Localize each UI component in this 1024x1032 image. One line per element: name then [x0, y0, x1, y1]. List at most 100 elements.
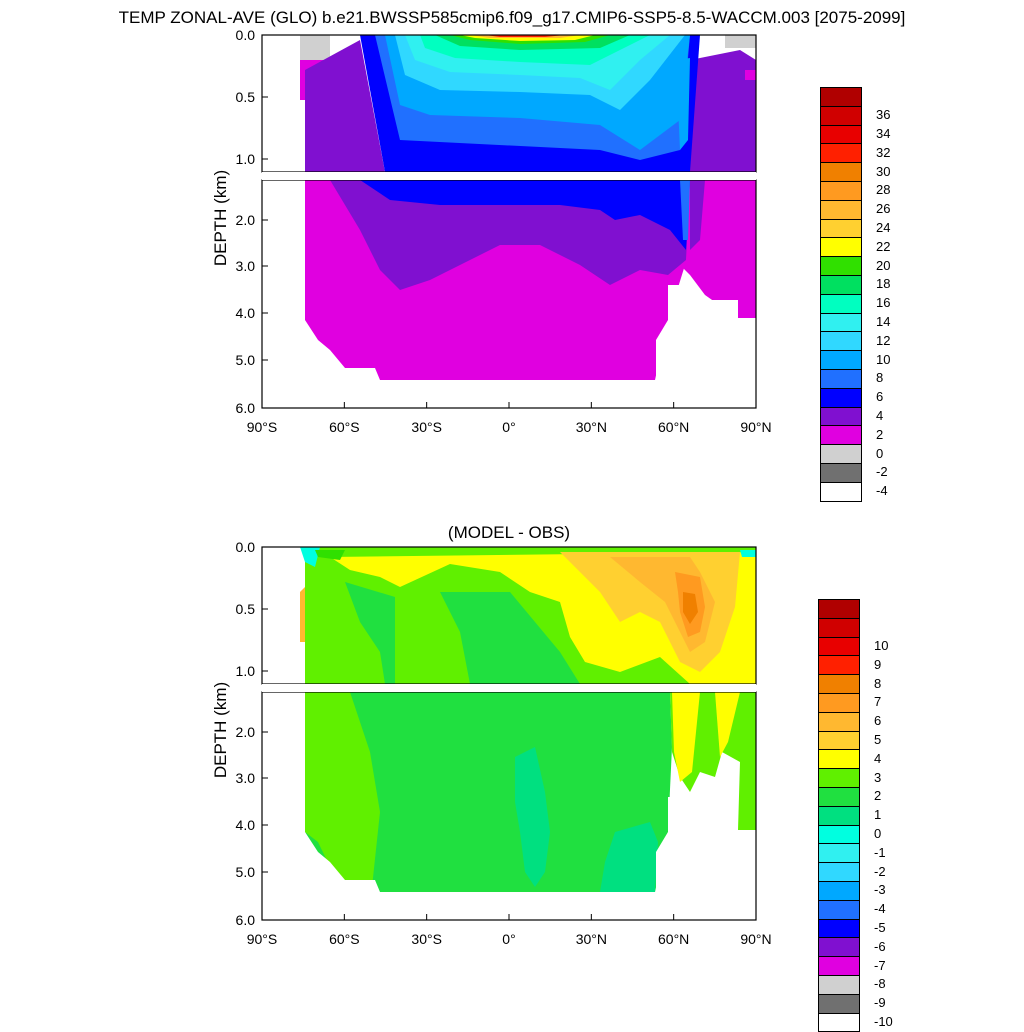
x-tick-label: 0° [502, 419, 515, 435]
colorbar-swatch [820, 218, 862, 239]
colorbar-swatch [820, 124, 862, 145]
difference-panel: 0.0 0.5 1.0 2.0 3.0 4.0 5.0 6.0 90°S 60°S 30°S 0° 3… [211, 539, 772, 947]
colorbar-label: 2 [874, 788, 882, 804]
temperature-panel: 0.0 0.5 1.0 2.0 3.0 4.0 5.0 6.0 90°S 60°S 30°S 0° 3… [211, 27, 772, 435]
difference-colorbar: 10 9 8 7 6 5 4 3 2 1 0 -1 -2 -3 -4 -5 -6 -7 -8 -9 -10 [818, 599, 918, 1032]
y-tick-label: 2.0 [236, 724, 256, 740]
colorbar-swatch [818, 918, 860, 939]
colorbar-swatch [820, 181, 862, 201]
colorbar-label: 6 [876, 389, 884, 405]
colorbar-swatch [820, 275, 862, 295]
y-tick-label: 0.5 [236, 89, 256, 105]
colorbar-label: -5 [874, 920, 886, 935]
colorbar-label: -10 [874, 1014, 893, 1029]
colorbar-swatch [820, 199, 862, 220]
colorbar-label: 28 [876, 182, 891, 198]
colorbar-swatch [820, 444, 862, 464]
colorbar-swatch [820, 481, 862, 502]
colorbar-swatch [818, 843, 860, 864]
colorbar-label: 18 [876, 276, 891, 292]
colorbar-swatch [820, 87, 862, 107]
x-tick-label: 0° [502, 931, 515, 947]
x-tick-label: 90°S [247, 931, 278, 947]
x-tick-label: 30°S [411, 931, 442, 947]
temperature-field [300, 35, 756, 408]
x-tick-label: 60°S [329, 419, 360, 435]
colorbar-swatch [818, 993, 860, 1014]
colorbar-swatch [820, 143, 862, 164]
colorbar-label: 36 [876, 107, 891, 123]
colorbar-label: 3 [874, 769, 882, 785]
colorbar-swatch [820, 312, 862, 333]
colorbar-label: 34 [876, 126, 891, 141]
colorbar-swatch [820, 331, 862, 352]
x-tick-label: 60°N [658, 931, 689, 947]
colorbar-label: -3 [874, 882, 886, 898]
x-tick-label: 90°N [740, 931, 771, 947]
x-tick-labels: 90°S 60°S 30°S 0° 30°N 60°N 90°N [247, 402, 772, 435]
colorbar-label: 10 [876, 351, 891, 367]
y-tick-label: 1.0 [236, 151, 256, 167]
colorbar-swatch [820, 162, 862, 182]
colorbar-swatch [818, 617, 860, 638]
y-axis-label: DEPTH (km) [211, 170, 230, 266]
y-tick-label: 0.0 [236, 27, 256, 43]
colorbar-swatch [818, 805, 860, 826]
colorbar-swatch [820, 105, 862, 126]
colorbar-label: 22 [876, 238, 891, 254]
colorbar-swatch [818, 674, 860, 694]
colorbar-label: 1 [874, 807, 882, 823]
colorbar-swatch [818, 937, 860, 958]
colorbar-swatch [820, 463, 862, 483]
colorbar-swatch [818, 730, 860, 751]
y-tick-label: 0.5 [236, 601, 256, 617]
colorbar-swatch [818, 862, 860, 882]
colorbar-label: -7 [874, 957, 886, 973]
colorbar-swatch [820, 237, 862, 258]
y-tick-label: 5.0 [236, 352, 256, 368]
colorbar-swatch [820, 425, 862, 446]
colorbar-swatch [818, 749, 860, 770]
y-tick-label: 5.0 [236, 864, 256, 880]
colorbar-swatch [820, 350, 862, 370]
colorbar-label: 8 [876, 370, 884, 386]
colorbar-label: 30 [876, 163, 891, 179]
x-tick-label: 90°N [740, 419, 771, 435]
colorbar-label: 0 [874, 826, 882, 841]
difference-panel-title: (MODEL - OBS) [447, 523, 571, 542]
x-tick-label: 60°S [329, 931, 360, 947]
colorbar-label: -4 [876, 483, 888, 499]
y-tick-label: 2.0 [236, 212, 256, 228]
y-axis-label: DEPTH (km) [211, 682, 230, 778]
y-tick-label: 0.0 [236, 539, 256, 555]
colorbar-label: 4 [874, 750, 882, 766]
colorbar-label: 6 [874, 713, 882, 729]
y-tick-label: 4.0 [236, 817, 256, 833]
x-tick-label: 60°N [658, 419, 689, 435]
colorbar-label: -1 [874, 844, 886, 860]
x-tick-label: 90°S [247, 419, 278, 435]
colorbar-swatch [818, 899, 860, 920]
colorbar-label: -6 [874, 938, 886, 954]
y-tick-label: 6.0 [236, 400, 256, 416]
colorbar-swatch [820, 293, 862, 314]
colorbar-swatch [820, 369, 862, 389]
figure-title: TEMP ZONAL-AVE (GLO) b.e21.BWSSP585cmip6… [118, 8, 906, 27]
colorbar-swatch [818, 787, 860, 807]
colorbar-swatch [820, 406, 862, 427]
colorbar-swatch [818, 655, 860, 676]
colorbar-label: 4 [876, 408, 884, 423]
colorbar-label: -2 [874, 863, 886, 879]
colorbar-label: -2 [876, 464, 888, 480]
colorbar-label: 10 [874, 638, 889, 653]
colorbar-label: 12 [876, 332, 891, 348]
y-tick-label: 6.0 [236, 912, 256, 928]
colorbar-label: 16 [876, 295, 891, 311]
y-tick-label: 1.0 [236, 663, 256, 679]
y-tick-label: 4.0 [236, 305, 256, 321]
colorbar-swatch [818, 599, 860, 619]
colorbar-swatch [818, 881, 860, 901]
colorbar-swatch [818, 975, 860, 995]
x-tick-label: 30°N [576, 931, 607, 947]
y-tick-label: 3.0 [236, 770, 256, 786]
